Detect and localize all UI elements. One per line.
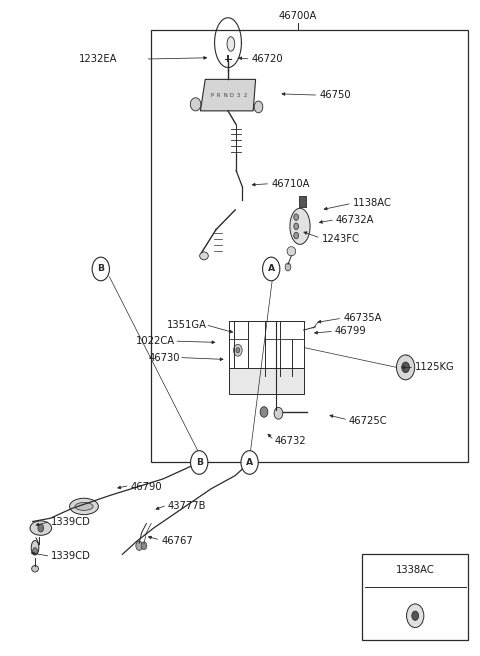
Ellipse shape [200, 252, 208, 260]
Bar [299, 196, 306, 207]
Circle shape [241, 451, 258, 474]
Text: 46790: 46790 [131, 482, 162, 492]
Text: 46750: 46750 [319, 90, 351, 100]
Text: 46725C: 46725C [349, 416, 387, 426]
Text: 1022CA: 1022CA [136, 336, 175, 346]
Circle shape [234, 344, 242, 356]
Text: B: B [97, 264, 104, 274]
Circle shape [38, 524, 44, 532]
Text: 1339CD: 1339CD [51, 516, 91, 527]
Text: 46767: 46767 [161, 536, 193, 546]
Text: 1138AC: 1138AC [353, 198, 392, 209]
Ellipse shape [32, 565, 38, 572]
Circle shape [285, 263, 291, 271]
Ellipse shape [30, 521, 52, 535]
Circle shape [412, 611, 419, 621]
Circle shape [92, 257, 109, 281]
Text: 46700A: 46700A [278, 11, 317, 22]
Text: 3: 3 [237, 92, 240, 98]
Ellipse shape [227, 37, 235, 51]
Text: D: D [230, 92, 234, 98]
Circle shape [191, 451, 208, 474]
Circle shape [236, 348, 240, 353]
Circle shape [136, 541, 143, 550]
Ellipse shape [190, 98, 201, 111]
Text: 46735A: 46735A [343, 313, 382, 323]
Polygon shape [200, 79, 255, 111]
Text: 46732: 46732 [275, 436, 307, 447]
Circle shape [33, 548, 37, 554]
Text: 1339CD: 1339CD [51, 551, 91, 562]
Text: A: A [268, 264, 275, 274]
Text: 43777B: 43777B [168, 501, 206, 512]
Text: 1243FC: 1243FC [322, 234, 360, 245]
Text: 2: 2 [244, 92, 247, 98]
Text: R: R [216, 92, 220, 98]
Text: 1351GA: 1351GA [167, 319, 206, 330]
Circle shape [274, 407, 283, 419]
Circle shape [294, 232, 299, 239]
Text: 1232EA: 1232EA [79, 54, 118, 64]
Text: A: A [246, 458, 253, 467]
Text: 46710A: 46710A [271, 178, 310, 189]
Text: 1125KG: 1125KG [415, 362, 455, 373]
Text: 1338AC: 1338AC [396, 565, 434, 575]
Text: N: N [223, 92, 227, 98]
Bar [151, 30, 468, 462]
Circle shape [294, 223, 299, 230]
Bar [229, 369, 304, 394]
Circle shape [407, 604, 424, 628]
Ellipse shape [287, 247, 296, 256]
Text: 46720: 46720 [252, 54, 284, 64]
Circle shape [141, 542, 147, 550]
Circle shape [402, 362, 409, 373]
Text: B: B [196, 458, 203, 467]
Ellipse shape [75, 502, 93, 510]
Text: 46730: 46730 [148, 352, 180, 363]
Ellipse shape [31, 541, 39, 555]
Text: 46732A: 46732A [336, 215, 374, 225]
Ellipse shape [290, 208, 310, 245]
Text: 46799: 46799 [335, 326, 367, 337]
Circle shape [294, 214, 299, 220]
Ellipse shape [254, 101, 263, 113]
Bar [362, 554, 468, 640]
Circle shape [263, 257, 280, 281]
Circle shape [396, 355, 415, 380]
Ellipse shape [70, 499, 98, 514]
Text: P: P [210, 92, 213, 98]
Circle shape [260, 407, 268, 417]
